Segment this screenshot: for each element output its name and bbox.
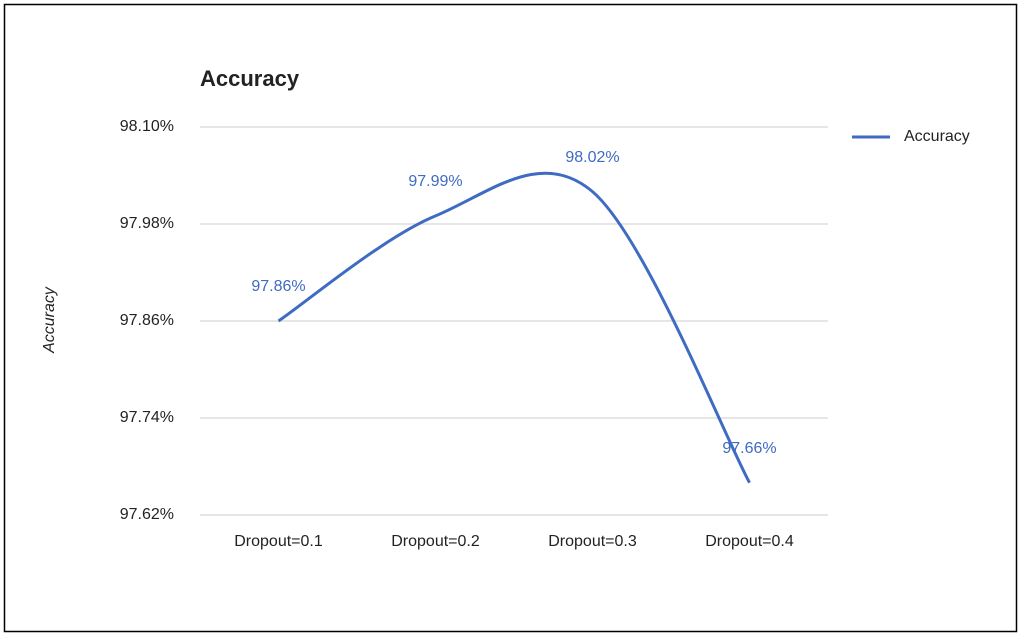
chart-title: Accuracy	[200, 66, 300, 91]
x-tick-label: Dropout=0.3	[548, 533, 637, 550]
data-label: 97.86%	[251, 278, 305, 295]
x-tick-label: Dropout=0.2	[391, 533, 480, 550]
frame	[3, 3, 1018, 633]
y-tick-label: 97.62%	[120, 506, 174, 523]
data-label: 97.66%	[722, 440, 776, 457]
data-label: 98.02%	[565, 149, 619, 166]
x-tick-label: Dropout=0.4	[705, 533, 794, 550]
legend-label: Accuracy	[904, 128, 970, 145]
y-tick-label: 97.86%	[120, 312, 174, 329]
y-axis-label: Accuracy	[41, 286, 58, 354]
series-line	[277, 171, 751, 484]
y-tick-label: 97.74%	[120, 409, 174, 426]
data-label: 97.99%	[408, 173, 462, 190]
y-tick-label: 97.98%	[120, 215, 174, 232]
x-tick-label: Dropout=0.1	[234, 533, 323, 550]
y-tick-label: 98.10%	[120, 118, 174, 135]
